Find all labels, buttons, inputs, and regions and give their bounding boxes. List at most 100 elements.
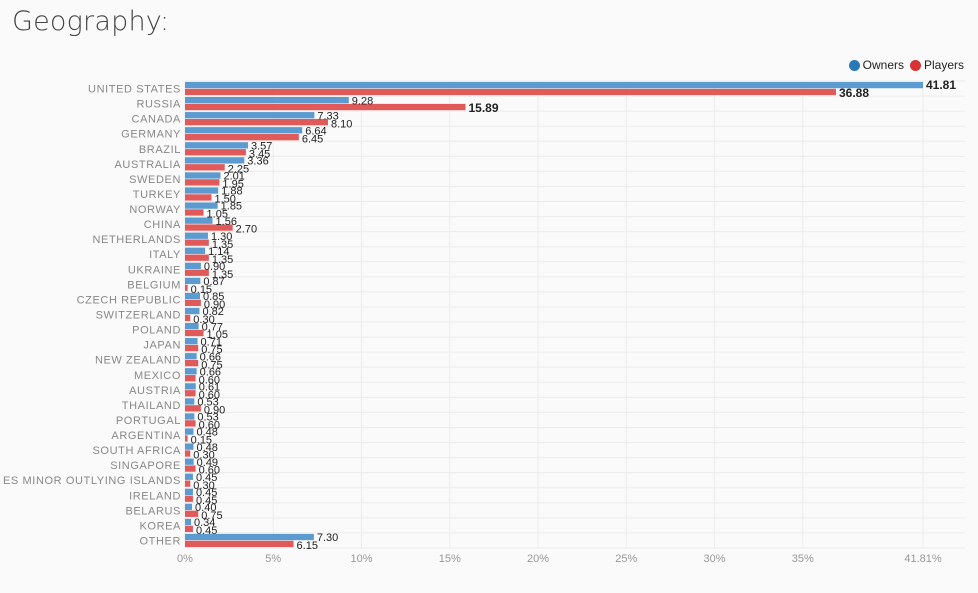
- data-label-owners: 1.30: [211, 231, 232, 243]
- category-label: OTHER: [140, 535, 182, 547]
- category-label: ITALY: [149, 249, 181, 261]
- data-label-players: 2.25: [228, 163, 249, 175]
- bar-players: [185, 209, 204, 216]
- data-label-players: 36.88: [839, 86, 869, 100]
- data-label-players: 1.95: [222, 179, 243, 191]
- data-label-owners: 0.53: [197, 412, 218, 424]
- data-label-players: 0.75: [201, 344, 222, 356]
- x-tick-label: 20%: [527, 553, 549, 565]
- data-label-players: 6.45: [302, 133, 323, 145]
- data-label-players: 0.30: [193, 450, 214, 462]
- category-label: UNITED STATES: [88, 84, 181, 96]
- bar-owners: [185, 368, 197, 375]
- data-label-owners: 0.77: [202, 321, 223, 333]
- data-label-players: 0.90: [204, 299, 225, 311]
- data-label-owners: 0.40: [195, 502, 216, 514]
- legend-item-players[interactable]: Players: [909, 58, 964, 72]
- category-label: NORWAY: [129, 204, 181, 216]
- bar-owners: [185, 277, 201, 285]
- bar-owners: [185, 217, 213, 224]
- data-label-owners: 0.82: [202, 306, 223, 318]
- bar-players: [185, 88, 836, 96]
- data-label-owners: 0.45: [196, 487, 217, 499]
- x-tick-label: 15%: [439, 553, 461, 565]
- data-label-owners: 0.66: [200, 351, 221, 363]
- bar-players: [185, 314, 191, 322]
- bar-owners: [185, 142, 249, 149]
- bar-owners: [185, 187, 219, 194]
- data-label-owners: 0.53: [197, 397, 218, 409]
- category-label: SINGAPORE: [110, 460, 181, 472]
- category-label: CHINA: [144, 219, 181, 231]
- category-label: SOUTH AFRICA: [93, 445, 182, 457]
- x-tick-label: 10%: [350, 553, 372, 565]
- bar-owners: [185, 307, 200, 315]
- data-label-players: 0.60: [199, 465, 220, 477]
- category-label: ES MINOR OUTLYING ISLANDS: [3, 475, 181, 487]
- bar-players: [185, 420, 196, 427]
- bar-players: [185, 149, 246, 156]
- data-label-players: 1.35: [212, 239, 233, 251]
- category-label: SWEDEN: [129, 174, 181, 186]
- data-label-owners: 0.45: [196, 472, 217, 484]
- data-label-players: 0.30: [193, 480, 214, 492]
- data-label-players: 0.60: [199, 374, 220, 386]
- category-label: AUSTRIA: [129, 385, 181, 397]
- category-label: JAPAN: [143, 340, 181, 352]
- bar-players: [185, 465, 196, 472]
- data-label-owners: 0.85: [203, 291, 224, 303]
- data-label-players: 2.70: [236, 224, 257, 236]
- bar-owners: [185, 443, 194, 450]
- data-label-players: 0.90: [204, 404, 225, 416]
- bar-owners: [185, 533, 314, 541]
- category-label: UKRAINE: [128, 264, 181, 276]
- bar-owners: [185, 413, 195, 420]
- legend-label-owners: Owners: [862, 58, 904, 72]
- data-label-owners: 41.81: [926, 78, 956, 92]
- bar-owners: [185, 172, 221, 179]
- data-label-owners: 0.90: [204, 261, 225, 273]
- category-label: NEW ZEALAND: [95, 355, 181, 367]
- data-label-players: 6.15: [297, 540, 318, 552]
- data-label-owners: 0.71: [201, 336, 222, 348]
- data-label-players: 1.35: [212, 254, 233, 266]
- bar-players: [185, 224, 233, 231]
- data-label-owners: 1.14: [208, 246, 229, 258]
- data-label-players: 0.75: [201, 510, 222, 522]
- owners-legend-dot-icon: [848, 59, 860, 71]
- bar-owners: [185, 157, 245, 164]
- bar-players: [185, 344, 199, 352]
- data-label-owners: 0.49: [197, 457, 218, 469]
- category-label: BRAZIL: [139, 144, 181, 156]
- bar-owners: [185, 81, 923, 89]
- x-tick-label: 25%: [615, 553, 637, 565]
- data-label-owners: 3.57: [251, 140, 272, 152]
- data-label-owners: 1.56: [216, 216, 237, 228]
- bar-owners: [185, 247, 206, 254]
- data-label-owners: 0.48: [196, 442, 217, 454]
- category-label: CANADA: [132, 114, 182, 126]
- bar-owners: [185, 96, 349, 104]
- data-label-owners: 1.85: [221, 201, 242, 213]
- bar-players: [185, 254, 209, 261]
- data-label-owners: 0.61: [199, 382, 220, 394]
- data-label-players: 15.89: [468, 101, 498, 115]
- category-label: SWITZERLAND: [96, 310, 181, 322]
- bar-owners: [185, 322, 199, 330]
- legend-item-owners[interactable]: Owners: [848, 58, 904, 72]
- x-tick-label: 30%: [704, 553, 726, 565]
- data-label-players: 0.60: [199, 389, 220, 401]
- category-label: NETHERLANDS: [92, 234, 181, 246]
- bar-owners: [185, 292, 201, 300]
- bar-players: [185, 495, 193, 502]
- bar-players: [185, 375, 196, 382]
- bar-players: [185, 164, 225, 171]
- data-label-players: 0.60: [199, 420, 220, 432]
- category-label: BELARUS: [125, 505, 181, 517]
- bar-owners: [185, 353, 197, 360]
- bar-players: [185, 435, 188, 442]
- bar-owners: [185, 398, 195, 405]
- bar-players: [185, 540, 294, 548]
- bar-owners: [185, 112, 315, 119]
- data-label-owners: 0.34: [194, 517, 215, 529]
